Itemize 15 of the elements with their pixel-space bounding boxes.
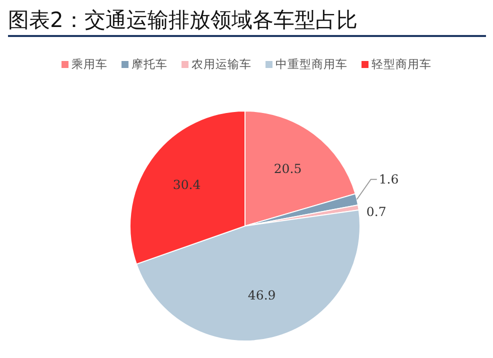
data-label: 20.5 bbox=[274, 160, 302, 176]
chart-title: 图表2：交通运输排放领域各车型占比 bbox=[8, 8, 358, 32]
legend-label: 农用运输车 bbox=[192, 57, 252, 71]
legend-label: 乘用车 bbox=[72, 57, 108, 71]
pie: 20.5 1.6 0.7 46.9 30.4 bbox=[130, 110, 399, 342]
data-label: 0.7 bbox=[366, 204, 386, 220]
legend-label: 中重型商用车 bbox=[276, 57, 348, 71]
pie-slice bbox=[244, 110, 356, 226]
pie-slice bbox=[136, 209, 360, 342]
pie-slice bbox=[130, 110, 246, 265]
legend-label: 轻型商用车 bbox=[372, 57, 432, 71]
data-label: 46.9 bbox=[248, 287, 276, 302]
legend-label: 摩托车 bbox=[132, 57, 168, 71]
data-label: 1.6 bbox=[378, 171, 399, 186]
data-label: 30.4 bbox=[172, 176, 201, 192]
